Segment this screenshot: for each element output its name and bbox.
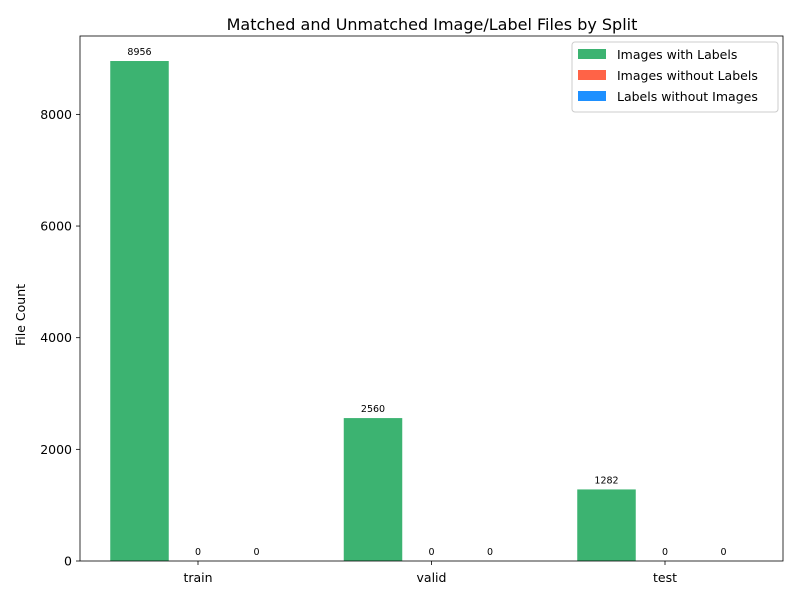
bar-valid-series-0 bbox=[343, 418, 403, 561]
data-label-valid-series-1: 0 bbox=[428, 547, 434, 558]
x-tick-label-train: train bbox=[183, 570, 212, 585]
data-label-valid-series-0: 2560 bbox=[361, 404, 385, 415]
y-tick-label: 4000 bbox=[40, 330, 72, 345]
plot-frame bbox=[79, 35, 784, 562]
y-axis-label: File Count bbox=[13, 284, 28, 346]
data-labels-group: 8956 0 0 2560 0 0 1282 0 0 bbox=[127, 47, 726, 558]
data-label-train-series-0: 8956 bbox=[127, 47, 151, 58]
data-label-test-series-0: 1282 bbox=[594, 475, 618, 486]
legend-label-2: Labels without Images bbox=[617, 89, 758, 104]
x-tick-label-valid: valid bbox=[417, 570, 447, 585]
y-tick-label: 2000 bbox=[40, 442, 72, 457]
legend-label-0: Images with Labels bbox=[617, 47, 737, 62]
legend-swatch-2 bbox=[578, 91, 606, 101]
legend-swatch-0 bbox=[578, 49, 606, 59]
y-tick-label: 0 bbox=[64, 554, 72, 569]
bar-train-series-0 bbox=[110, 61, 169, 561]
data-label-train-series-2: 0 bbox=[253, 547, 259, 558]
bar-test-series-0 bbox=[577, 489, 636, 561]
data-label-test-series-2: 0 bbox=[720, 547, 726, 558]
data-label-test-series-1: 0 bbox=[662, 547, 668, 558]
axes-group: 0 2000 4000 6000 8000 train valid test bbox=[40, 35, 784, 585]
chart-title: Matched and Unmatched Image/Label Files … bbox=[227, 15, 638, 34]
legend-box bbox=[571, 41, 779, 113]
y-tick-label: 8000 bbox=[40, 107, 72, 122]
legend-label-1: Images without Labels bbox=[617, 68, 758, 83]
data-label-valid-series-2: 0 bbox=[487, 547, 493, 558]
legend-swatch-1 bbox=[578, 70, 606, 80]
legend: Images with Labels Images without Labels L… bbox=[571, 41, 779, 113]
data-label-train-series-1: 0 bbox=[195, 547, 201, 558]
x-tick-label-test: test bbox=[653, 570, 677, 585]
bars-group bbox=[110, 61, 636, 561]
y-tick-label: 6000 bbox=[40, 219, 72, 234]
